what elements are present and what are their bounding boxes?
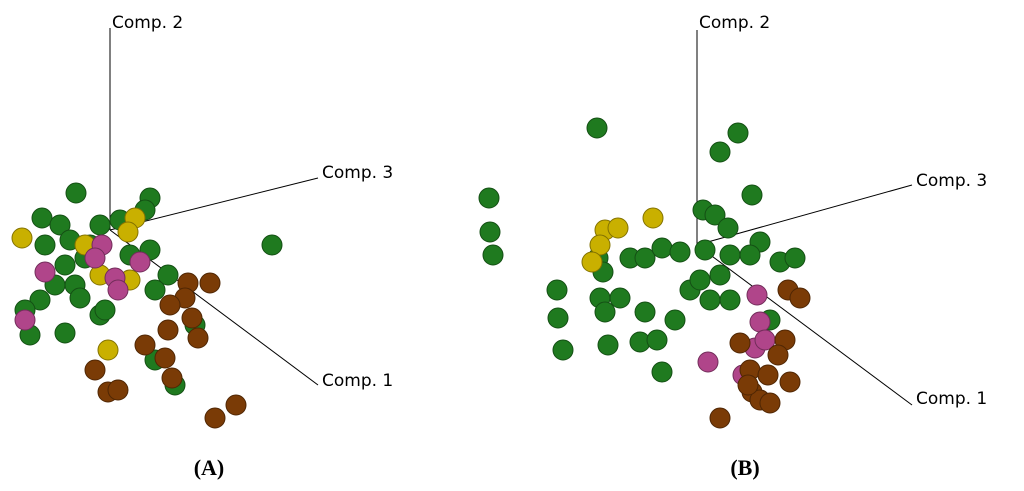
point [199, 272, 221, 294]
point [581, 251, 603, 273]
point [737, 374, 759, 396]
point [11, 227, 33, 249]
point [181, 307, 203, 329]
point [89, 214, 111, 236]
point [31, 207, 53, 229]
point [65, 182, 87, 204]
point [741, 184, 763, 206]
axis-label: Comp. 2 [699, 13, 770, 33]
point [547, 307, 569, 329]
point [697, 351, 719, 373]
point [651, 237, 673, 259]
point [586, 117, 608, 139]
point [757, 364, 779, 386]
point [597, 334, 619, 356]
point [34, 261, 56, 283]
axis-line [696, 244, 913, 406]
point [642, 207, 664, 229]
point [157, 319, 179, 341]
point [54, 254, 76, 276]
point [97, 339, 119, 361]
point [719, 289, 741, 311]
point [699, 289, 721, 311]
point [651, 361, 673, 383]
point [727, 122, 749, 144]
point [759, 392, 781, 414]
point [746, 284, 768, 306]
point [261, 234, 283, 256]
point [784, 247, 806, 269]
point [117, 221, 139, 243]
point [187, 327, 209, 349]
point [749, 311, 771, 333]
point [34, 234, 56, 256]
point [107, 279, 129, 301]
point [159, 294, 181, 316]
point [719, 244, 741, 266]
point [779, 371, 801, 393]
point [646, 329, 668, 351]
point [546, 279, 568, 301]
point [739, 244, 761, 266]
axis-label: Comp. 2 [112, 13, 183, 33]
point [482, 244, 504, 266]
point [589, 234, 611, 256]
point [49, 214, 71, 236]
point [689, 269, 711, 291]
point [54, 322, 76, 344]
point [729, 332, 751, 354]
axis-label: Comp. 3 [322, 163, 393, 183]
point [634, 301, 656, 323]
point [709, 264, 731, 286]
point [609, 287, 631, 309]
point [14, 309, 36, 331]
point [767, 344, 789, 366]
point [704, 204, 726, 226]
point [84, 247, 106, 269]
point [84, 359, 106, 381]
point [607, 217, 629, 239]
point [134, 334, 156, 356]
axis-label: Comp. 3 [916, 171, 987, 191]
point [94, 299, 116, 321]
axis-label: Comp. 1 [322, 371, 393, 391]
point [478, 187, 500, 209]
panel-label: (B) [730, 455, 759, 480]
point [69, 287, 91, 309]
point [144, 279, 166, 301]
point [594, 301, 616, 323]
point [129, 251, 151, 273]
point [664, 309, 686, 331]
point [694, 239, 716, 261]
point [204, 407, 226, 429]
point [479, 221, 501, 243]
point [552, 339, 574, 361]
point [717, 217, 739, 239]
point [789, 287, 811, 309]
point [709, 407, 731, 429]
point [709, 141, 731, 163]
point [161, 367, 183, 389]
point [157, 264, 179, 286]
point [29, 289, 51, 311]
point [634, 247, 656, 269]
point [107, 379, 129, 401]
axis-label: Comp. 1 [916, 389, 987, 409]
panel-label: (A) [194, 455, 225, 480]
point [225, 394, 247, 416]
point [669, 241, 691, 263]
point [154, 347, 176, 369]
